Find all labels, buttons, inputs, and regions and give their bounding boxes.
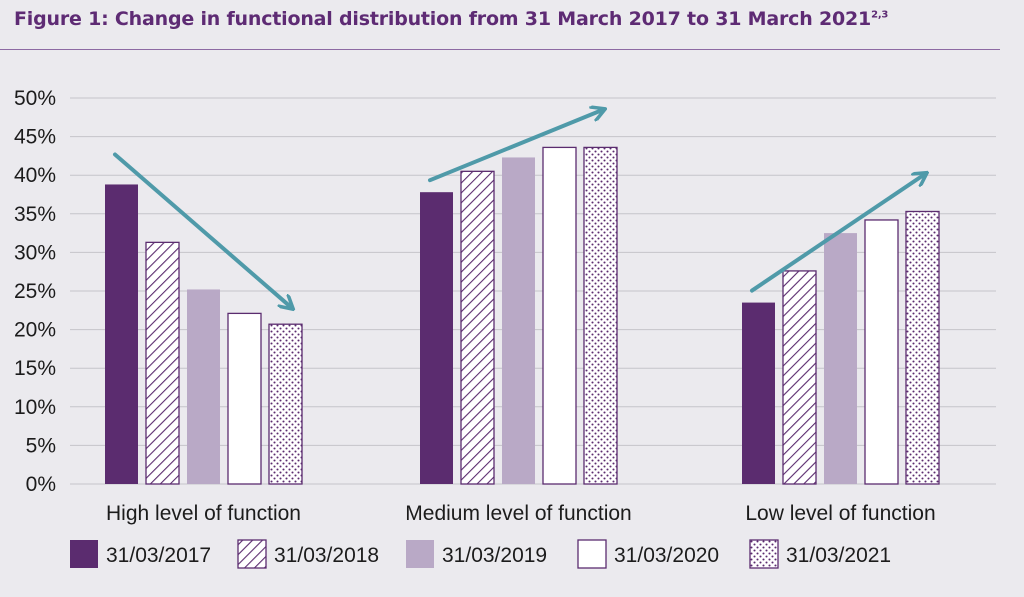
x-category-label: High level of function [106,502,301,525]
title-divider [0,49,1000,50]
bar [742,302,775,484]
chart-title: Figure 1: Change in functional distribut… [14,8,888,30]
y-axis: 0% 5% 10% 15% 20% 25% 30% 35% 40% 45% 50% [14,87,56,496]
bar [583,146,618,485]
bar [145,241,180,485]
legend-label: 31/03/2020 [614,544,719,567]
y-tick-label: 20% [14,319,56,342]
trend-arrow [113,152,292,308]
x-axis: High level of function Medium level of fu… [106,502,936,525]
bar [824,233,857,484]
y-tick-label: 5% [26,434,56,457]
legend-label: 31/03/2019 [442,544,547,567]
y-tick-label: 50% [14,87,56,110]
x-category-label: Medium level of function [405,502,631,525]
trend-arrow [750,173,926,293]
legend-label: 31/03/2017 [106,544,211,567]
bar [420,192,453,484]
legend-swatch [70,540,98,568]
y-tick-label: 25% [14,280,56,303]
legend-label: 31/03/2021 [786,544,891,567]
y-tick-label: 10% [14,396,56,419]
y-tick-label: 35% [14,203,56,226]
bars [105,146,940,485]
bar [542,146,577,485]
chart-title-footnote: 2,3 [871,9,889,21]
bar [864,219,899,485]
bar [227,312,262,485]
bar [187,289,220,484]
legend-swatch [237,539,267,569]
x-category-label: Low level of function [745,502,935,525]
bar [905,210,940,485]
y-tick-label: 15% [14,357,56,380]
legend: 31/03/2017 31/03/2018 31/03/2019 31/03/2020… [70,539,891,569]
chart-title-text: Figure 1: Change in functional distribut… [14,8,872,30]
bar [460,170,495,485]
y-tick-label: 40% [14,164,56,187]
trend-arrows [113,109,926,308]
y-tick-label: 30% [14,241,56,264]
bar [782,270,817,485]
legend-swatch [406,540,434,568]
trend-arrow [428,109,604,183]
legend-swatch [577,539,607,569]
legend-swatch [749,539,779,569]
bar [268,323,303,485]
bar [502,157,535,484]
legend-label: 31/03/2018 [274,544,379,567]
bar [105,184,138,485]
y-tick-label: 45% [14,126,56,149]
y-tick-label: 0% [26,473,56,496]
